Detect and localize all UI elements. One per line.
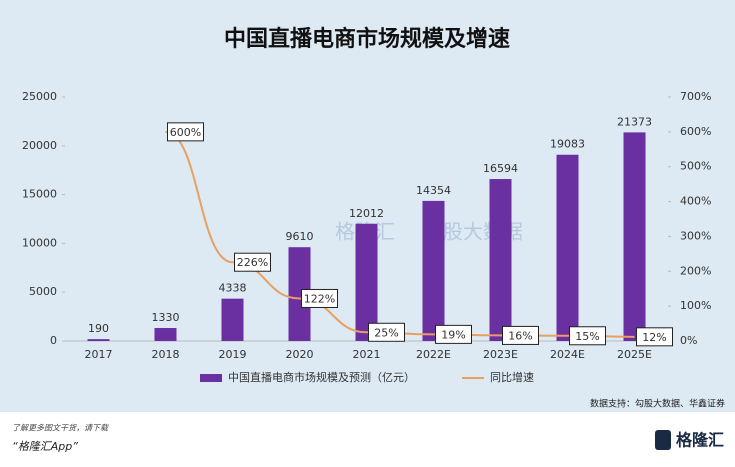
y-tick-label: 15000 xyxy=(22,188,57,201)
line-value-label: 122% xyxy=(304,292,335,305)
footer-app: “格隆汇App” xyxy=(12,440,78,453)
y2-tick-label: 200% xyxy=(680,264,711,277)
value-label-box xyxy=(301,288,338,308)
y2-tick-label: 300% xyxy=(680,229,711,242)
y2-tick-label: 500% xyxy=(680,160,711,173)
bar-value-label: 12012 xyxy=(349,207,384,220)
value-label-box xyxy=(167,122,204,142)
footer-note: 了解更多图文干货，请下载 xyxy=(12,424,109,433)
line-value-label: 600% xyxy=(170,126,201,139)
bar-value-label: 4338 xyxy=(219,282,247,295)
x-tick-label: 2022E xyxy=(416,348,451,361)
chart-title: 中国直播电商市场规模及增速 xyxy=(224,26,510,52)
y2-tick-label: 400% xyxy=(680,195,711,208)
y-tick-label: 0 xyxy=(50,334,57,347)
x-tick-label: 2021 xyxy=(353,348,381,361)
x-tick-label: 2017 xyxy=(85,348,113,361)
bar-value-label: 1330 xyxy=(152,311,180,324)
legend-label: 中国直播电商市场规模及预测（亿元） xyxy=(228,370,415,384)
bar-value-label: 9610 xyxy=(286,230,314,243)
y-tick-label: 25000 xyxy=(22,90,57,103)
line-value-label: 12% xyxy=(642,331,666,344)
value-label-box xyxy=(502,325,539,345)
value-label-box xyxy=(569,326,606,346)
bar xyxy=(623,132,646,341)
x-tick-label: 2019 xyxy=(219,348,247,361)
chart-background xyxy=(0,0,735,412)
x-tick-label: 2024E xyxy=(550,348,585,361)
bar xyxy=(556,154,579,341)
legend-swatch xyxy=(200,374,222,382)
source: 数据支持：勾股大数据、华鑫证券 xyxy=(590,398,725,410)
line-value-label: 25% xyxy=(374,326,398,339)
bar xyxy=(87,339,110,341)
bar xyxy=(288,247,311,341)
value-label-box xyxy=(435,324,472,344)
y2-tick-label: 700% xyxy=(680,90,711,103)
growth-line xyxy=(165,130,635,338)
bar-value-label: 19083 xyxy=(550,138,585,151)
line-value-label: 19% xyxy=(441,328,465,341)
value-label-box xyxy=(636,327,673,347)
x-tick-label: 2020 xyxy=(286,348,314,361)
logo-icon xyxy=(655,430,671,450)
y2-tick-label: 100% xyxy=(680,299,711,312)
y-tick-label: 5000 xyxy=(29,285,57,298)
y2-tick-label: 0% xyxy=(680,334,697,347)
legend-label: 同比增速 xyxy=(490,370,534,384)
y-tick-label: 20000 xyxy=(22,139,57,152)
x-tick-label: 2023E xyxy=(483,348,518,361)
y-tick-label: 10000 xyxy=(22,236,57,249)
line-value-label: 226% xyxy=(237,256,268,269)
bar xyxy=(489,179,512,341)
bar xyxy=(422,200,445,341)
bar-value-label: 14354 xyxy=(416,184,451,197)
bar-value-label: 190 xyxy=(88,322,109,335)
bar-value-label: 16594 xyxy=(483,162,518,175)
bar xyxy=(154,328,177,341)
footer-logo: 格隆汇 xyxy=(676,431,724,450)
bar xyxy=(221,298,244,341)
value-label-box xyxy=(368,322,405,342)
line-value-label: 15% xyxy=(575,330,599,343)
bar xyxy=(355,223,378,341)
x-tick-label: 2018 xyxy=(152,348,180,361)
line-value-label: 16% xyxy=(508,329,532,342)
y2-tick-label: 600% xyxy=(680,125,711,138)
bar-value-label: 21373 xyxy=(617,115,652,128)
footer-background xyxy=(0,412,735,467)
value-label-box xyxy=(234,252,271,272)
x-tick-label: 2025E xyxy=(617,348,652,361)
